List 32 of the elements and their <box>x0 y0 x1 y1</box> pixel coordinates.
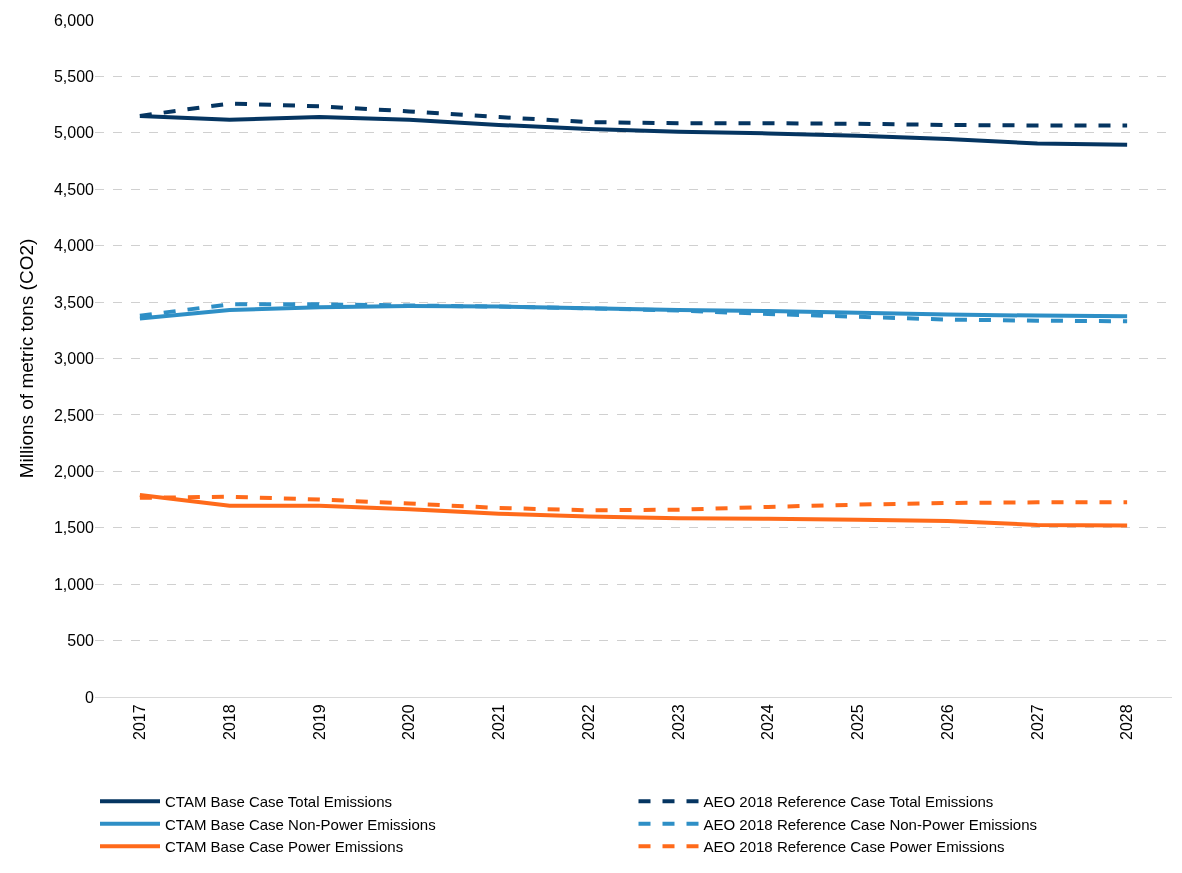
y-tick-label: 5,000 <box>53 124 95 142</box>
x-tick-label: 2026 <box>938 704 956 740</box>
y-axis-title: Millions of metric tons (CO2) <box>15 238 37 479</box>
x-tick-label: 2025 <box>849 704 867 740</box>
legend-label: CTAM Base Case Total Emissions <box>165 793 393 811</box>
y-tick-label: 3,000 <box>53 350 95 368</box>
legend-label: CTAM Base Case Power Emissions <box>165 838 404 856</box>
x-tick-label: 2023 <box>669 704 687 740</box>
x-tick-label: 2027 <box>1028 704 1046 740</box>
y-tick-label: 4,500 <box>53 180 95 198</box>
x-tick-label: 2017 <box>131 704 149 740</box>
y-tick-label: 2,000 <box>53 462 95 480</box>
x-tick-label: 2024 <box>759 704 777 740</box>
y-tick-label: 6,000 <box>53 11 95 29</box>
x-tick-label: 2020 <box>400 704 418 740</box>
y-tick-label: 3,500 <box>53 293 95 311</box>
x-tick-label: 2019 <box>310 704 328 740</box>
y-tick-label: 2,500 <box>53 406 95 424</box>
x-tick-label: 2018 <box>220 704 238 740</box>
y-tick-label: 0 <box>85 688 95 706</box>
x-tick-label: 2022 <box>579 704 597 740</box>
legend-label: AEO 2018 Reference Case Power Emissions <box>703 838 1005 856</box>
legend-label: AEO 2018 Reference Case Non-Power Emissions <box>703 815 1037 833</box>
y-tick-label: 5,500 <box>53 68 95 86</box>
x-tick-label: 2021 <box>490 704 508 740</box>
x-tick-label: 2028 <box>1118 704 1136 740</box>
legend-label: AEO 2018 Reference Case Total Emissions <box>703 793 994 811</box>
y-tick-label: 1,500 <box>53 519 95 537</box>
y-tick-label: 4,000 <box>53 237 95 255</box>
y-tick-label: 1,000 <box>53 575 95 593</box>
y-tick-label: 500 <box>67 632 95 650</box>
legend-label: CTAM Base Case Non-Power Emissions <box>165 815 436 833</box>
